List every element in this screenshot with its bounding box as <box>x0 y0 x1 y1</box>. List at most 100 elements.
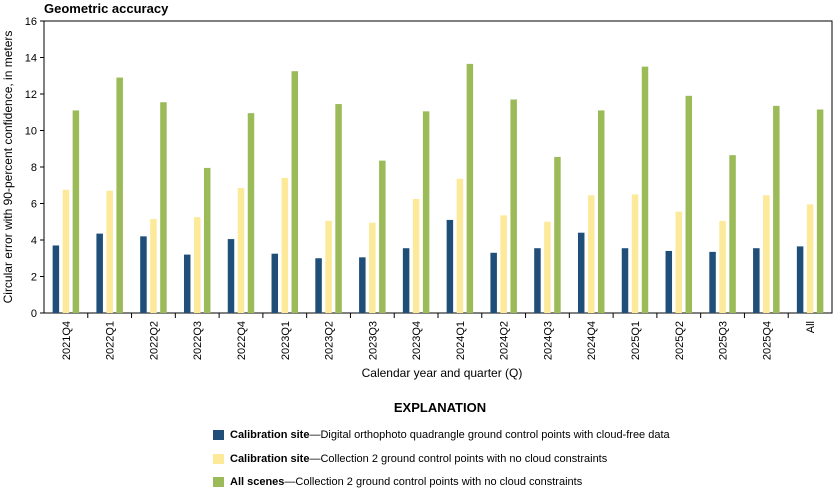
bar <box>359 257 366 313</box>
bar <box>641 66 649 314</box>
y-tick-label: 2 <box>31 272 37 284</box>
bar <box>247 113 255 313</box>
bar <box>631 194 639 314</box>
bar <box>315 258 322 313</box>
bar <box>412 198 420 313</box>
bar <box>816 109 824 313</box>
bar <box>369 222 376 313</box>
bar <box>490 252 497 313</box>
bar <box>554 156 561 313</box>
x-tick-label: 2024Q3 <box>542 321 554 360</box>
legend-item-description: —Digital orthophoto quadrangle ground co… <box>309 429 670 441</box>
x-tick-label: 2022Q4 <box>236 321 248 360</box>
bar <box>500 215 507 313</box>
bar <box>183 254 191 313</box>
x-tick-label: 2024Q1 <box>455 321 467 360</box>
bar <box>675 211 683 313</box>
bar <box>281 177 289 313</box>
bar <box>325 220 332 313</box>
x-axis-label: Calendar year and quarter (Q) <box>362 366 523 380</box>
legend-item-description: —Collection 2 ground control points with… <box>284 476 583 488</box>
bar <box>456 178 464 313</box>
y-axis-label: Circular error with 90-percent confidenc… <box>1 31 15 304</box>
bar <box>665 250 673 313</box>
bar <box>621 248 629 313</box>
legend-swatch-green <box>213 477 224 487</box>
bar <box>577 232 585 313</box>
x-tick-label: 2023Q4 <box>411 321 423 360</box>
y-tick-label: 0 <box>31 308 37 320</box>
bar <box>534 248 541 313</box>
bar <box>597 110 605 314</box>
x-tick-label: 2022Q1 <box>105 321 117 360</box>
legend-item-title: Calibration site <box>230 453 310 465</box>
legend-item-title: All scenes <box>230 476 285 488</box>
bar <box>237 187 245 313</box>
bar <box>796 246 804 313</box>
bar <box>335 104 342 313</box>
bar <box>402 248 410 313</box>
bar <box>729 155 736 313</box>
bar <box>763 195 770 313</box>
x-tick-label: 2022Q2 <box>148 321 160 360</box>
bar <box>379 160 386 313</box>
bar <box>685 95 693 313</box>
chart-title: Geometric accuracy <box>44 1 169 16</box>
bar <box>544 221 551 313</box>
x-tick-label: 2022Q3 <box>192 321 204 360</box>
bar <box>227 239 235 313</box>
y-tick-label: 8 <box>31 162 37 174</box>
x-tick-label: 2023Q3 <box>367 321 379 360</box>
x-tick-label: 2025Q1 <box>630 321 642 360</box>
x-tick-label: 2023Q1 <box>280 321 292 360</box>
y-tick-label: 6 <box>31 199 37 211</box>
legend-item-light-yellow: Calibration site —Collection 2 ground co… <box>213 453 607 465</box>
bar <box>709 251 716 313</box>
bar <box>106 190 113 313</box>
legend-heading: EXPLANATION <box>393 400 487 415</box>
bar <box>140 236 147 313</box>
legend-swatch-light-yellow <box>213 454 224 464</box>
legend-item-title: Calibration site <box>230 429 310 441</box>
y-tick-label: 14 <box>25 53 37 65</box>
x-tick-label: 2023Q2 <box>324 321 336 360</box>
bar <box>72 110 80 314</box>
x-tick-label: 2025Q4 <box>761 321 773 360</box>
bar <box>719 220 726 313</box>
legend: EXPLANATION Calibration site —Digital or… <box>0 400 840 488</box>
y-tick-label: 12 <box>25 89 37 101</box>
bar <box>291 71 299 313</box>
x-tick-label: 2024Q2 <box>499 321 511 360</box>
bar <box>773 105 780 313</box>
bar <box>422 111 430 313</box>
y-tick-label: 4 <box>31 235 37 247</box>
x-tick-label: 2021Q4 <box>61 321 73 360</box>
legend-item-description: —Collection 2 ground control points with… <box>309 453 608 465</box>
bar <box>806 204 814 313</box>
bar <box>466 63 474 313</box>
bar <box>160 102 167 314</box>
bar <box>52 245 60 313</box>
bar <box>587 195 595 313</box>
bar <box>510 99 517 313</box>
bar <box>116 77 123 313</box>
x-tick-label: 2025Q2 <box>674 321 686 360</box>
legend-swatch-dark-blue <box>213 430 224 440</box>
x-tick-label: All <box>805 321 817 333</box>
y-tick-label: 10 <box>25 126 37 138</box>
legend-item-green: All scenes —Collection 2 ground control … <box>213 476 582 488</box>
chart-svg: Geometric accuracy Circular error with 9… <box>1 1 833 380</box>
x-tick-label: 2025Q3 <box>718 321 730 360</box>
bar <box>271 253 279 313</box>
bar <box>446 219 454 313</box>
bar <box>203 167 211 313</box>
bar <box>96 233 103 313</box>
bar <box>62 189 70 313</box>
y-tick-label: 16 <box>25 16 37 28</box>
legend-item-dark-blue: Calibration site —Digital orthophoto qua… <box>213 429 670 441</box>
bar <box>150 219 157 313</box>
bar <box>193 217 201 313</box>
bar <box>753 248 760 313</box>
x-tick-label: 2024Q4 <box>586 321 598 360</box>
